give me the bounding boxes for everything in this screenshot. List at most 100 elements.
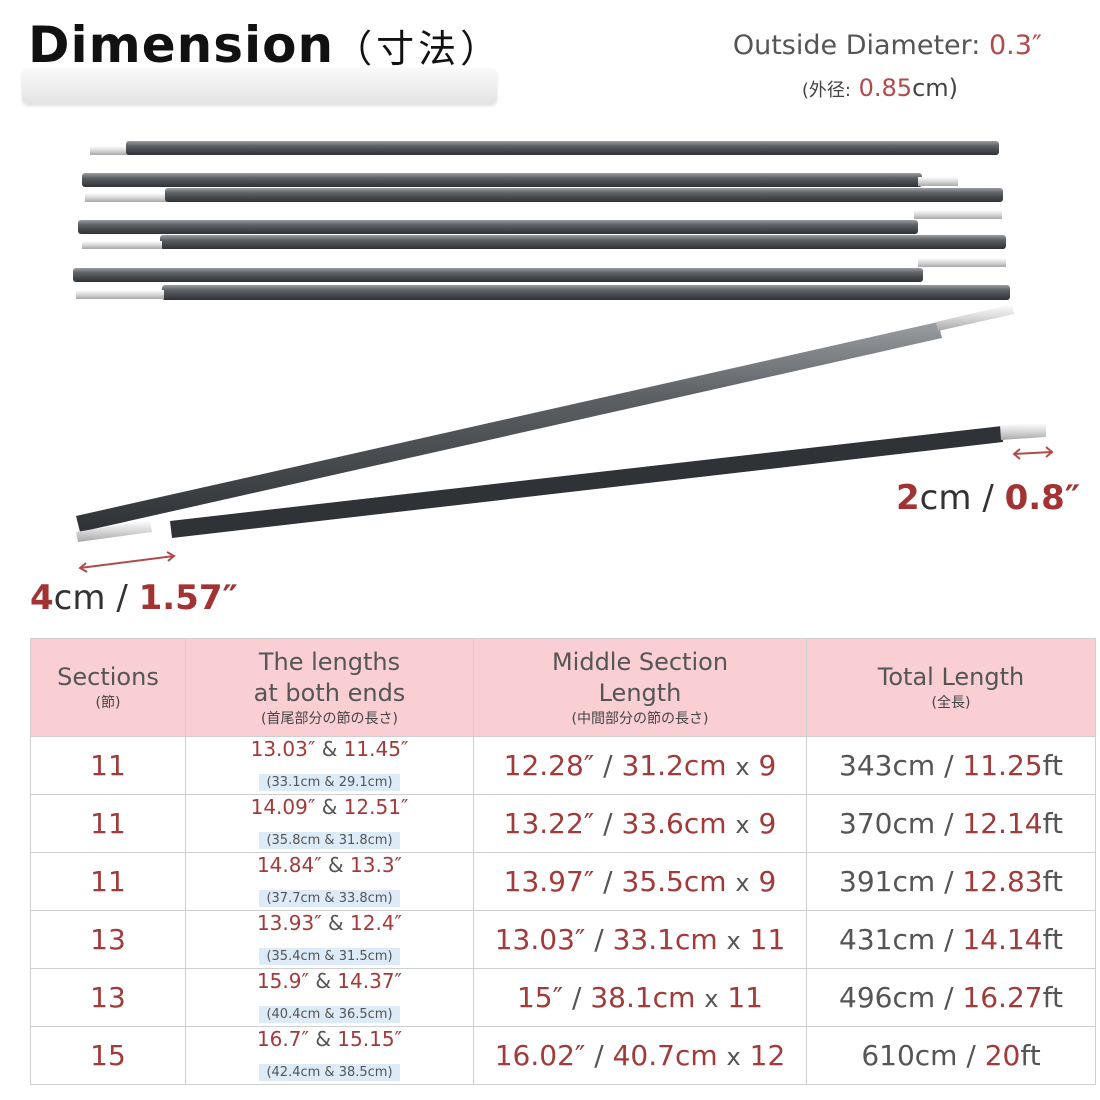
ends-length-b: 11.45″ <box>343 737 409 761</box>
total-cm: 370cm <box>839 807 936 840</box>
ends-cm-badge: (35.4cm & 31.5cm) <box>259 948 400 965</box>
outside-diameter-label: Outside Diameter: <box>732 30 981 61</box>
total-cm: 431cm <box>839 923 936 956</box>
ends-length-a: 13.03″ <box>250 737 316 761</box>
middle-cm: 35.5cm <box>621 865 727 898</box>
diagonal-pole <box>76 304 1014 542</box>
total-ft-value: 12.83 <box>962 865 1043 898</box>
header-middle-line1: Middle Section <box>551 647 729 676</box>
middle-slash: / <box>603 749 613 782</box>
table-row: 13 13.93″ & 12.4″ (35.4cm & 31.5cm) 13.0… <box>30 910 1096 969</box>
ends-amp: & <box>321 737 338 761</box>
tent-poles-illustration <box>73 141 1054 573</box>
ends-length-a: 14.84″ <box>256 853 322 877</box>
dimension-small-cm: 2 <box>896 478 920 518</box>
cell-total: 610cm / 20ft <box>806 1026 1096 1085</box>
ends-inch: 13.93″ & 12.4″ <box>186 912 473 934</box>
total-cm: 496cm <box>839 981 936 1014</box>
middle-inch: 12.28″ <box>503 749 595 782</box>
sections-value: 11 <box>90 749 126 782</box>
middle-count: 11 <box>727 981 763 1014</box>
table-row: 11 14.09″ & 12.51″ (35.8cm & 31.8cm) 13.… <box>30 794 1096 853</box>
outside-diameter-jp-value: 0.85 <box>858 74 913 102</box>
total-cm: 391cm <box>839 865 936 898</box>
page-title: Dimension（寸法） <box>28 16 502 74</box>
middle-count: 9 <box>758 749 777 782</box>
cell-total: 343cm / 11.25ft <box>806 736 1096 795</box>
total-ft-value: 14.14 <box>962 923 1043 956</box>
cell-middle: 13.97″ / 35.5cm x 9 <box>473 852 807 911</box>
middle-times: x <box>704 985 719 1013</box>
header-middle-line2: Length <box>598 678 682 707</box>
ends-cm-badge: (37.7cm & 33.8cm) <box>259 890 400 907</box>
title-banner: Dimension（寸法） <box>22 10 498 104</box>
title-jp: （寸法） <box>334 27 503 71</box>
ends-inch: 15.9″ & 14.37″ <box>186 970 473 992</box>
cell-middle: 13.22″ / 33.6cm x 9 <box>473 794 807 853</box>
ends-inch: 14.09″ & 12.51″ <box>186 796 473 818</box>
outside-diameter-value: 0.3″ <box>988 30 1042 61</box>
sections-value: 13 <box>90 923 126 956</box>
middle-times: x <box>726 927 741 955</box>
middle-slash: / <box>603 807 613 840</box>
sections-value: 11 <box>90 807 126 840</box>
table-row: 11 13.03″ & 11.45″ (33.1cm & 29.1cm) 12.… <box>30 736 1096 795</box>
ends-amp: & <box>328 853 344 877</box>
total-ft-unit: ft <box>1042 981 1063 1014</box>
middle-inch: 15″ <box>516 981 564 1014</box>
middle-cm: 31.2cm <box>621 749 727 782</box>
header-ends-sub: (首尾部分の節の長さ) <box>261 710 398 727</box>
ends-inch: 14.84″ & 13.3″ <box>186 854 473 876</box>
middle-count: 9 <box>758 807 777 840</box>
header-ends: The lengths at both ends (首尾部分の節の長さ) <box>185 638 474 737</box>
ends-amp: & <box>328 911 344 935</box>
cell-ends: 14.09″ & 12.51″ (35.8cm & 31.8cm) <box>185 794 474 853</box>
middle-slash: / <box>603 865 613 898</box>
sections-value: 11 <box>90 865 126 898</box>
middle-times: x <box>735 811 750 839</box>
ends-length-b: 14.37″ <box>337 969 403 993</box>
title-main: Dimension <box>28 16 335 74</box>
middle-slash: / <box>571 981 582 1014</box>
cell-total: 431cm / 14.14ft <box>806 910 1096 969</box>
cell-total: 496cm / 16.27ft <box>806 968 1096 1027</box>
outside-diameter-jp-unit: cm) <box>912 74 958 102</box>
cell-ends: 13.03″ & 11.45″ (33.1cm & 29.1cm) <box>185 736 474 795</box>
header-total: Total Length (全長) <box>806 638 1096 737</box>
sections-value: 13 <box>90 981 126 1014</box>
middle-inch: 13.22″ <box>503 807 595 840</box>
table-row: 15 16.7″ & 15.15″ (42.4cm & 38.5cm) 16.0… <box>30 1026 1096 1085</box>
header-sections: Sections (節) <box>30 638 186 737</box>
middle-cm: 33.6cm <box>621 807 727 840</box>
ends-amp: & <box>315 1027 331 1051</box>
cell-total: 370cm / 12.14ft <box>806 794 1096 853</box>
outside-diameter-jp-label: (外径: <box>801 80 851 101</box>
outside-diameter: Outside Diameter: 0.3″ <box>733 30 1042 61</box>
header-middle-sub: (中間部分の節の長さ) <box>571 710 709 727</box>
header-ends-line1: The lengths <box>258 647 401 676</box>
middle-count: 12 <box>749 1039 786 1072</box>
cell-ends: 16.7″ & 15.15″ (42.4cm & 38.5cm) <box>185 1026 474 1085</box>
header-total-sub: (全長) <box>931 695 971 711</box>
middle-inch: 16.02″ <box>494 1039 586 1072</box>
total-ft-unit: ft <box>1042 749 1063 782</box>
ends-amp: & <box>321 795 338 819</box>
cell-sections: 11 <box>30 852 186 911</box>
dimension-arrow-small <box>1012 446 1054 460</box>
header-sections-sub: (節) <box>95 695 121 711</box>
total-cm: 343cm <box>839 749 936 782</box>
lower-pole <box>170 423 1046 538</box>
dimension-large-cm: 4 <box>30 578 54 618</box>
middle-cm: 33.1cm <box>612 923 718 956</box>
cell-middle: 12.28″ / 31.2cm x 9 <box>473 736 807 795</box>
total-ft-value: 11.25 <box>962 749 1043 782</box>
total-ft-unit: ft <box>1042 865 1063 898</box>
ends-cm-badge: (42.4cm & 38.5cm) <box>259 1064 400 1081</box>
cell-sections: 13 <box>30 910 186 969</box>
title-underline-bar <box>22 68 497 104</box>
middle-times: x <box>726 1043 741 1071</box>
sections-value: 15 <box>90 1039 126 1072</box>
dimension-small-unit: cm <box>919 478 972 518</box>
cell-middle: 16.02″ / 40.7cm x 12 <box>473 1026 807 1085</box>
middle-inch: 13.97″ <box>503 865 595 898</box>
